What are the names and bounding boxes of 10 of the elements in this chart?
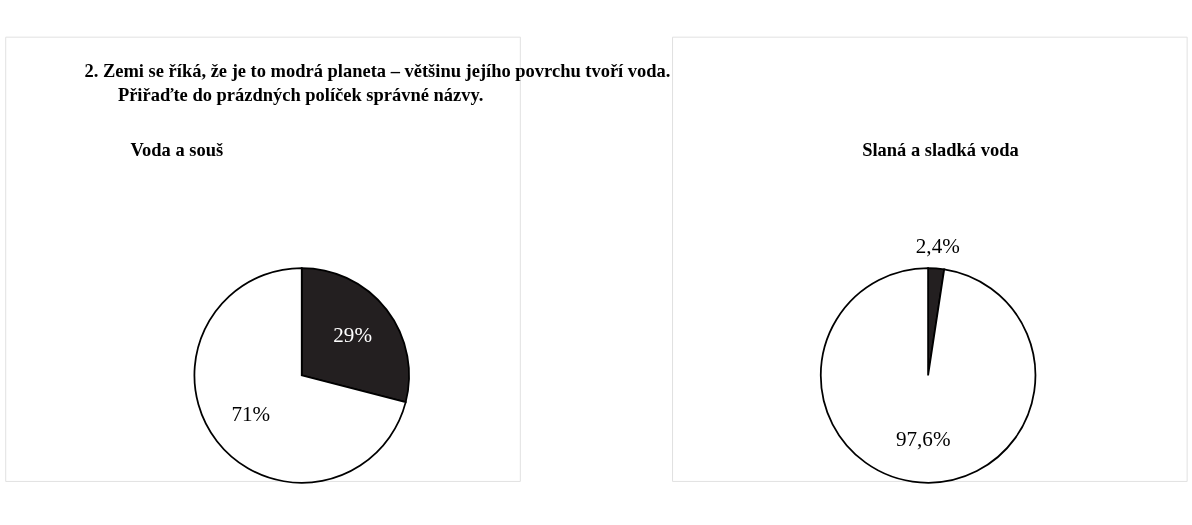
text: 2. Zemi se říká, že je to modrá planeta – většinu jejího povrchu tvoří voda. (84, 61, 671, 82)
chart-title: Voda a souš (130, 140, 224, 161)
pie-slice (193, 267, 407, 484)
pie-slice (819, 267, 1037, 484)
data-label: 71% (231, 402, 271, 427)
data-label: 29% (333, 323, 372, 348)
text: Přiřaďte do prázdných políček správné názvy. (117, 84, 484, 105)
chart-title: Slaná a sladká voda (862, 140, 1019, 161)
data-label: 97,6% (895, 426, 951, 451)
data-label: 2,4% (915, 234, 960, 259)
